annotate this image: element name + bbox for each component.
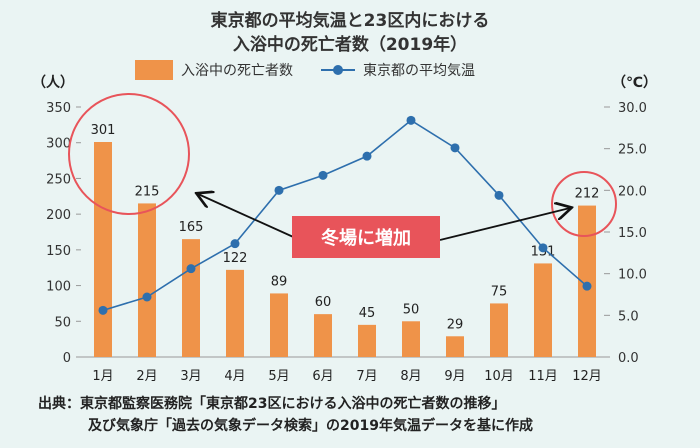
x-tick-label: 12月 bbox=[572, 369, 602, 384]
left-axis-label: （人） bbox=[32, 75, 74, 91]
bar-value-label: 60 bbox=[315, 295, 332, 310]
legend-line-label: 東京都の平均気温 bbox=[363, 63, 475, 79]
source-line2: 及び気象庁「過去の気象データ検索」の2019年気温データを基に作成 bbox=[88, 418, 533, 434]
x-tick-label: 7月 bbox=[356, 369, 377, 384]
source-line1: 出典：東京都監察医務院「東京都23区における入浴中の死亡者数の推移」 bbox=[38, 396, 506, 412]
bar-value-label: 89 bbox=[271, 274, 288, 289]
x-tick-label: 2月 bbox=[136, 369, 157, 384]
bar-value-label: 45 bbox=[359, 306, 376, 321]
temperature-point-1 bbox=[98, 305, 108, 315]
bar-9 bbox=[446, 336, 464, 357]
left-tick-label: 150 bbox=[46, 244, 71, 259]
left-tick-label: 100 bbox=[46, 280, 71, 295]
right-tick-label: 25.0 bbox=[618, 143, 647, 158]
x-tick-label: 1月 bbox=[92, 369, 113, 384]
right-tick-label: 15.0 bbox=[618, 226, 647, 241]
chart-title-line2: 入浴中の死亡者数（2019年） bbox=[232, 35, 468, 55]
temperature-point-7 bbox=[362, 151, 372, 161]
bar-value-label: 122 bbox=[223, 251, 248, 266]
temperature-line bbox=[102, 119, 588, 312]
bar-11 bbox=[534, 263, 552, 357]
bar-value-label: 29 bbox=[447, 317, 464, 332]
right-tick-label: 20.0 bbox=[618, 184, 647, 199]
bar-value-label: 50 bbox=[403, 302, 420, 317]
bar-4 bbox=[226, 269, 244, 357]
temperature-point-8 bbox=[406, 115, 416, 125]
highlight-circle-winter-start bbox=[68, 93, 190, 215]
bar-6 bbox=[314, 314, 332, 357]
left-tick-label: 350 bbox=[46, 101, 71, 116]
bar-value-label: 301 bbox=[91, 123, 116, 138]
bar-value-label: 215 bbox=[135, 184, 160, 199]
temperature-point-6 bbox=[318, 170, 328, 180]
temperature-point-2 bbox=[142, 292, 152, 302]
legend-bar-swatch bbox=[135, 60, 173, 80]
arrow-to-december bbox=[439, 208, 570, 241]
bar-value-label: 165 bbox=[179, 220, 204, 235]
bar-1 bbox=[94, 142, 112, 357]
legend-line-marker bbox=[321, 65, 355, 75]
chart-title-line1: 東京都の平均気温と23区内における bbox=[210, 11, 490, 31]
x-tick-label: 11月 bbox=[528, 369, 558, 384]
annotation-callout: 冬場に増加 bbox=[292, 216, 440, 258]
temperature-point-10 bbox=[494, 190, 504, 200]
legend: 入浴中の死亡者数 東京都の平均気温 bbox=[135, 60, 475, 80]
right-tick-label: 30.0 bbox=[618, 101, 647, 116]
left-tick-label: 300 bbox=[46, 137, 71, 152]
temperature-point-5 bbox=[274, 185, 284, 195]
x-tick-label: 10月 bbox=[484, 369, 514, 384]
x-tick-label: 3月 bbox=[180, 369, 201, 384]
right-tick-label: 5.0 bbox=[618, 309, 639, 324]
right-tick-label: 0.0 bbox=[618, 351, 639, 366]
bar-7 bbox=[358, 324, 376, 357]
bar-2 bbox=[138, 203, 156, 357]
bar-value-label: 212 bbox=[575, 187, 600, 202]
highlight-circle-december bbox=[551, 171, 617, 237]
x-tick-label: 9月 bbox=[444, 369, 465, 384]
right-tick-label: 10.0 bbox=[618, 268, 647, 283]
temperature-point-9 bbox=[450, 143, 460, 153]
right-axis-label: （℃） bbox=[612, 75, 657, 91]
arrow-to-winter bbox=[198, 194, 301, 241]
left-tick-label: 0 bbox=[63, 351, 71, 366]
legend-bar-label: 入浴中の死亡者数 bbox=[181, 63, 293, 79]
bar-10 bbox=[490, 303, 508, 357]
left-tick-label: 200 bbox=[46, 208, 71, 223]
bar-3 bbox=[182, 239, 200, 357]
x-tick-label: 6月 bbox=[312, 369, 333, 384]
temperature-point-3 bbox=[186, 264, 196, 274]
bar-12 bbox=[578, 205, 596, 357]
left-tick-label: 250 bbox=[46, 172, 71, 187]
temperature-point-4 bbox=[230, 239, 240, 249]
bar-5 bbox=[270, 293, 288, 357]
x-tick-label: 4月 bbox=[224, 369, 245, 384]
temperature-point-11 bbox=[538, 243, 548, 253]
left-tick-label: 50 bbox=[54, 315, 71, 330]
bar-8 bbox=[402, 321, 420, 357]
bar-value-label: 75 bbox=[491, 284, 508, 299]
x-tick-label: 5月 bbox=[268, 369, 289, 384]
temperature-point-12 bbox=[582, 281, 592, 291]
x-tick-label: 8月 bbox=[400, 369, 421, 384]
